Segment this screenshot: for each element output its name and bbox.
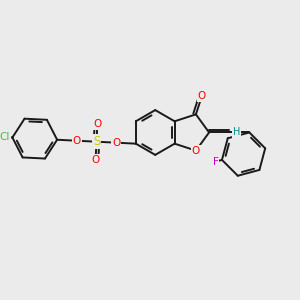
Text: O: O xyxy=(198,91,206,101)
Text: Cl: Cl xyxy=(0,132,10,142)
Text: O: O xyxy=(73,136,81,146)
Text: F: F xyxy=(212,157,218,166)
Text: O: O xyxy=(93,119,101,129)
Text: O: O xyxy=(112,138,120,148)
Text: S: S xyxy=(93,135,100,148)
Text: H: H xyxy=(232,128,240,137)
Text: O: O xyxy=(92,154,100,165)
Text: O: O xyxy=(192,146,200,156)
